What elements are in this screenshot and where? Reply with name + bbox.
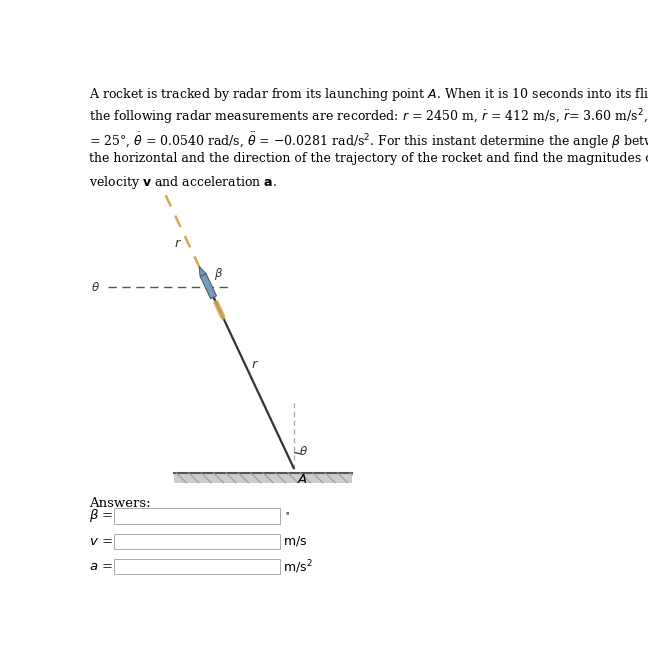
Text: $\mathrm{m/s}^2$: $\mathrm{m/s}^2$ bbox=[283, 558, 313, 576]
Text: A rocket is tracked by radar from its launching point $A$. When it is 10 seconds: A rocket is tracked by radar from its la… bbox=[89, 86, 648, 103]
Text: $v$ =: $v$ = bbox=[89, 535, 113, 548]
Polygon shape bbox=[200, 274, 216, 299]
Bar bbox=[113, 533, 280, 549]
Text: the horizontal and the direction of the trajectory of the rocket and find the ma: the horizontal and the direction of the … bbox=[89, 152, 648, 165]
Text: $\beta$ =: $\beta$ = bbox=[89, 508, 113, 524]
Text: $\theta$: $\theta$ bbox=[299, 445, 308, 458]
Text: $r$: $r$ bbox=[251, 358, 259, 371]
Bar bbox=[113, 559, 280, 574]
Text: the following radar measurements are recorded: $r$ = 2450 m, $\dot{r}$ = 412 m/s: the following radar measurements are rec… bbox=[89, 108, 648, 128]
Text: $r$: $r$ bbox=[174, 237, 182, 250]
Text: Answers:: Answers: bbox=[89, 498, 150, 510]
Bar bbox=[174, 473, 353, 483]
Text: velocity $\mathbf{v}$ and acceleration $\mathbf{a}$.: velocity $\mathbf{v}$ and acceleration $… bbox=[89, 174, 277, 191]
Text: $\theta$: $\theta$ bbox=[91, 280, 100, 293]
Text: = 25°, $\dot{\theta}$ = 0.0540 rad/s, $\ddot{\theta}$ = −0.0281 rad/s$^2$. For t: = 25°, $\dot{\theta}$ = 0.0540 rad/s, $\… bbox=[89, 130, 648, 151]
Polygon shape bbox=[199, 266, 206, 276]
Bar bbox=[113, 508, 280, 524]
Text: $A$: $A$ bbox=[297, 473, 308, 486]
Text: $\beta$: $\beta$ bbox=[214, 266, 223, 282]
Text: $\mathrm{m/s}$: $\mathrm{m/s}$ bbox=[283, 534, 308, 549]
Text: $a$ =: $a$ = bbox=[89, 561, 113, 573]
Text: $^\circ$: $^\circ$ bbox=[283, 510, 291, 522]
